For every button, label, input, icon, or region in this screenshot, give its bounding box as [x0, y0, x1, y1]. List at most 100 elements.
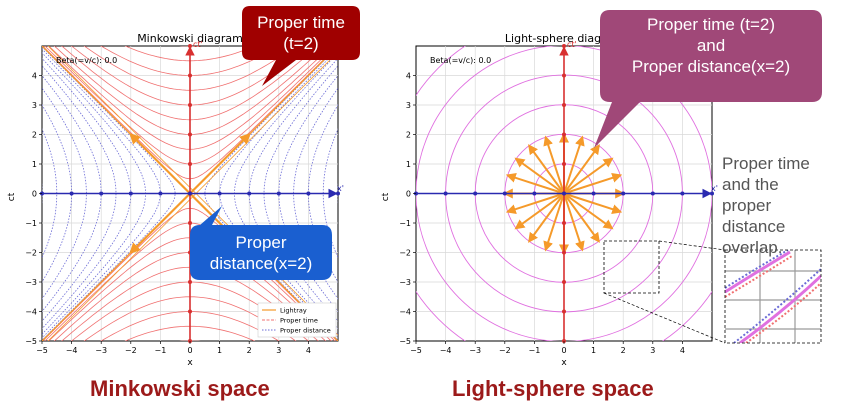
proper-distance-hyperbola: [42, 65, 117, 322]
light-sphere-x-axis-point: [591, 191, 596, 196]
minkowski-ct-axis-point: [188, 309, 192, 314]
minkowski-y-tick-label: 2: [32, 131, 37, 140]
minkowski-ct-axis-point: [188, 73, 192, 78]
minkowski-tick-labels: −5 −4 −3 −2 −1 0 1 2 3 4 −5 −4 −3 −2 −1 0 1 2 3 4: [25, 72, 311, 356]
light-sphere-y-tick-label: −5: [399, 337, 411, 346]
sphere-callout-line3: Proper distance(x=2): [631, 57, 791, 76]
radial-light-arrow: [563, 193, 585, 252]
light-sphere-ct-axis-point: [562, 103, 566, 107]
minkowski-x-tick-label: 4: [306, 346, 311, 355]
light-sphere-x-axis-label: x: [561, 358, 567, 368]
light-sphere-y-tick-label: 0: [406, 190, 411, 199]
minkowski-y-tick-label: 1: [32, 160, 37, 169]
proper-time-callout: [242, 6, 360, 86]
light-sphere-title: Light-sphere diagram: [505, 32, 623, 45]
light-sphere-caption: Light-sphere space: [452, 376, 654, 401]
radial-light-arrow: [563, 157, 614, 195]
light-sphere-ct-axis-point: [562, 221, 566, 225]
minkowski-panel: −5 −4 −3 −2 −1 0 1 2 3 4 −5 −4 −3 −2 −1 0 1 2 3 4 Minkowski…: [7, 32, 344, 368]
proper-time-callout-line1: Proper time: [257, 13, 345, 32]
zoom-inset: [603, 240, 822, 344]
light-sphere-x-tick-label: 2: [621, 346, 626, 355]
minkowski-x-tick-label: −5: [36, 346, 48, 355]
overlap-note-line1: Proper time: [722, 154, 810, 173]
proper-distance-hyperbola: [204, 46, 338, 341]
minkowski-ct-axis-point: [188, 221, 192, 225]
sphere-callout-line2: and: [696, 36, 726, 55]
zoom-inset-frame: [724, 249, 822, 344]
minkowski-x-tick-label: 2: [247, 346, 252, 355]
radial-light-arrow: [514, 157, 565, 195]
light-sphere-x-tick-label: −1: [529, 346, 541, 355]
light-sphere-x-axis-point: [710, 191, 714, 196]
light-sphere-panel: −5 −4 −3 −2 −1 0 1 2 3 4 −5 −4 −3 −2 −1 0 1 2 3 4 Light-sph…: [381, 32, 718, 368]
legend-proper-distance-label: Proper distance: [280, 327, 331, 335]
zoom-connector-upper: [658, 240, 726, 251]
light-sphere-x-prime-label: x': [711, 184, 718, 193]
radial-light-arrow: [563, 192, 614, 230]
light-sphere-x-tick-label: 4: [680, 346, 685, 355]
radial-light-arrow: [563, 192, 600, 243]
minkowski-x-axis-point: [247, 191, 252, 196]
overlap-note-line4: distance: [722, 217, 786, 236]
zoom-proper-time-curve-outer: [725, 255, 793, 298]
light-sphere-y-tick-label: 1: [406, 160, 411, 169]
minkowski-y-tick-label: 4: [32, 72, 37, 81]
radial-light-arrow: [505, 172, 565, 195]
minkowski-x-axis-point: [336, 191, 340, 196]
light-sphere-x-tick-label: 0: [561, 346, 566, 355]
minkowski-x-axis-point: [128, 191, 133, 196]
minkowski-legend: Lightray Proper time Proper distance: [257, 302, 337, 338]
light-sphere-y-tick-label: −1: [399, 219, 411, 228]
minkowski-x-prime-label: x': [337, 184, 344, 193]
overlap-note-line5: overlap.: [722, 238, 783, 257]
minkowski-title: Minkowski diagram: [137, 32, 243, 45]
lightray-arrow: [129, 192, 191, 255]
light-sphere-ct-axis-point: [562, 280, 566, 284]
proper-distance-callout-line1: Proper: [235, 233, 287, 252]
light-sphere-y-tick-label: 2: [406, 131, 411, 140]
light-sphere-x-axis-point: [562, 191, 566, 196]
light-sphere-x-axis-point: [532, 191, 537, 196]
minkowski-y-axis-label: ct: [7, 192, 17, 201]
radial-light-arrow: [563, 192, 623, 215]
zoom-circle-arc-inner: [739, 274, 821, 343]
light-sphere-ct-axis-point: [562, 73, 566, 78]
light-sphere-x-axis-point: [443, 191, 448, 196]
minkowski-y-tick-label: 0: [32, 190, 37, 199]
light-sphere-y-tick-label: −4: [399, 308, 411, 317]
minkowski-y-tick-label: −5: [25, 337, 37, 346]
minkowski-x-axis-point: [99, 191, 104, 196]
light-sphere-ct-axis-point: [562, 132, 566, 137]
minkowski-x-tick-label: −3: [95, 346, 107, 355]
light-sphere-x-axis-point: [650, 191, 655, 196]
minkowski-x-tick-label: 3: [276, 346, 281, 355]
minkowski-x-axis-point: [188, 191, 192, 196]
light-sphere-ct-axis-point: [562, 162, 566, 166]
radial-light-arrow: [543, 193, 565, 252]
light-sphere-tick-labels: −5 −4 −3 −2 −1 0 1 2 3 4 −5 −4 −3 −2 −1 0 1 2 3 4: [399, 72, 685, 356]
minkowski-x-axis-point: [306, 191, 311, 196]
minkowski-ct-axis-point: [188, 132, 192, 137]
zoom-circle-arc-outer: [725, 250, 791, 294]
overlap-note-line3: proper: [722, 196, 772, 215]
overlap-note: Proper time and the proper distance over…: [722, 153, 840, 258]
radial-light-arrow: [505, 192, 565, 215]
light-sphere-x-axis-point: [502, 191, 507, 196]
radial-light-arrow: [563, 172, 623, 195]
minkowski-ct-prime-label: ct': [193, 40, 203, 49]
zoom-connector-lower: [603, 292, 726, 344]
radial-light-arrow: [563, 135, 585, 194]
minkowski-x-tick-label: −4: [66, 346, 78, 355]
sphere-callout: [594, 10, 822, 148]
light-sphere-x-axis-point: [680, 191, 685, 196]
minkowski-x-tick-label: 0: [187, 346, 192, 355]
zoom-proper-distance-curve-inner: [733, 268, 821, 343]
light-sphere-ct-prime-label: ct': [567, 40, 577, 49]
light-sphere-ct-axis-point: [562, 250, 566, 255]
light-sphere-y-tick-label: 3: [406, 101, 411, 110]
proper-distance-callout-text: Proper distance(x=2): [190, 232, 332, 274]
light-sphere-y-axis-label: ct: [381, 192, 391, 201]
light-sphere-x-tick-label: −4: [440, 346, 452, 355]
